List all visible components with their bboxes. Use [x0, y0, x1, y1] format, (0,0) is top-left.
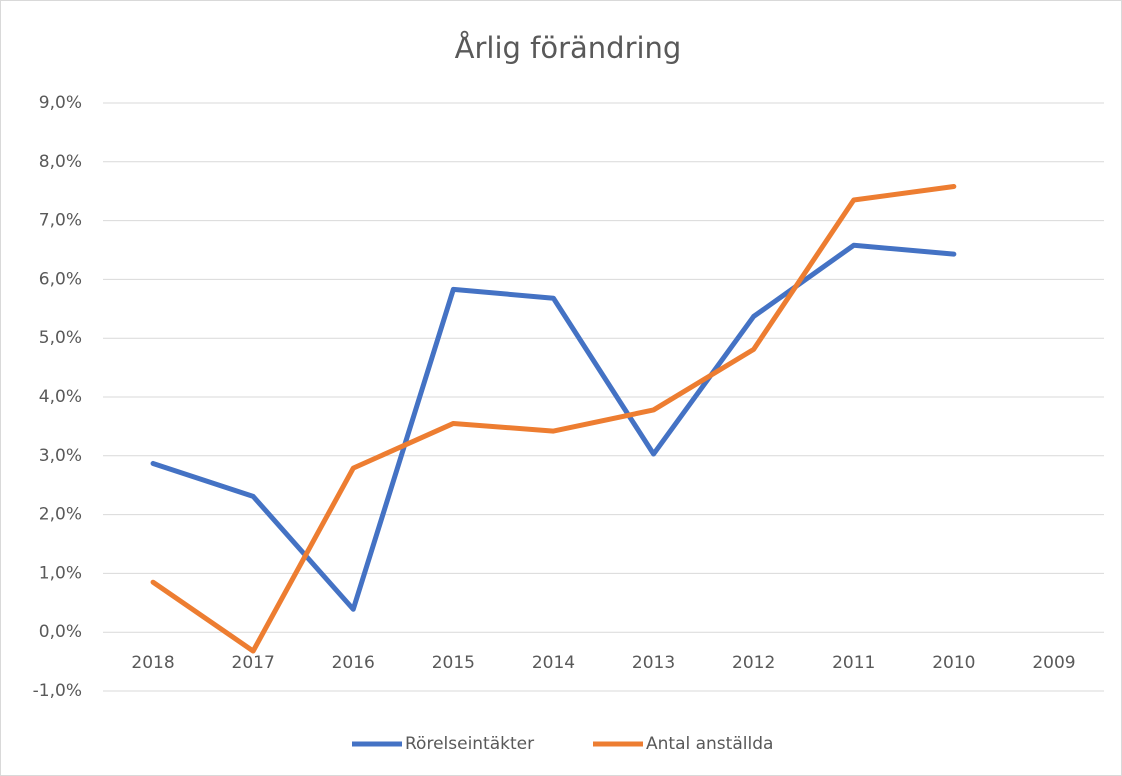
y-tick-label: -1,0%: [33, 681, 82, 701]
series-line: [150, 183, 957, 654]
legend-label: Antal anställda: [646, 734, 773, 754]
x-tick-label: 2016: [332, 653, 375, 673]
x-tick-label: 2013: [632, 653, 675, 673]
x-tick-label: 2015: [432, 653, 475, 673]
x-tick-label: 2014: [532, 653, 575, 673]
y-tick-label: 6,0%: [39, 269, 82, 289]
y-tick-label: 0,0%: [39, 622, 82, 642]
y-tick-label: 7,0%: [39, 211, 82, 231]
series-line: [150, 242, 957, 612]
y-tick-label: 2,0%: [39, 505, 82, 525]
y-tick-label: 1,0%: [39, 563, 82, 583]
chart-title: Årlig förändring: [455, 31, 682, 65]
x-tick-label: 2017: [232, 653, 275, 673]
x-tick-label: 2018: [131, 653, 174, 673]
y-tick-label: 8,0%: [39, 152, 82, 172]
y-tick-label: 9,0%: [39, 93, 82, 113]
x-tick-label: 2010: [932, 653, 975, 673]
legend-label: Rörelseintäkter: [405, 734, 534, 754]
y-tick-label: 4,0%: [39, 387, 82, 407]
x-tick-label: 2009: [1032, 653, 1075, 673]
x-tick-label: 2012: [732, 653, 775, 673]
x-tick-label: 2011: [832, 653, 875, 673]
y-tick-label: 5,0%: [39, 328, 82, 348]
y-tick-label: 3,0%: [39, 446, 82, 466]
